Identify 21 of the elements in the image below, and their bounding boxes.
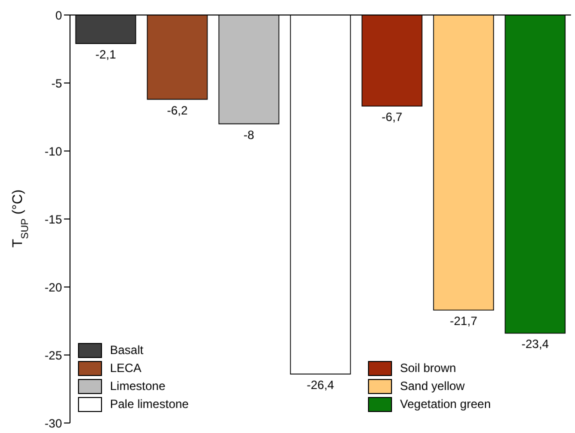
data-label: -6,2 [166, 103, 188, 118]
legend-label: Sand yellow [400, 379, 465, 393]
y-tick-label: -10 [44, 144, 62, 158]
y-tick-label: -30 [44, 416, 62, 430]
legend-label: Pale limestone [110, 397, 189, 411]
data-label: -6,7 [382, 110, 403, 124]
legend-label: Basalt [110, 343, 144, 357]
y-tick-label: 0 [55, 8, 62, 22]
legend-label: LECA [110, 361, 142, 375]
y-tick-label: -25 [44, 348, 62, 362]
legend-label: Limestone [110, 379, 166, 393]
data-label: -26,4 [306, 378, 334, 392]
y-tick-label: -20 [44, 280, 62, 294]
legend-label: Vegetation green [400, 397, 491, 411]
legend-label: Soil brown [400, 361, 456, 375]
data-label: -8 [244, 128, 255, 142]
y-tick-label: -15 [44, 212, 62, 226]
data-label: -23,4 [521, 337, 550, 352]
data-label: -21,7 [450, 314, 478, 328]
data-label: -2,1 [95, 48, 116, 62]
y-tick-label: -5 [51, 76, 62, 90]
